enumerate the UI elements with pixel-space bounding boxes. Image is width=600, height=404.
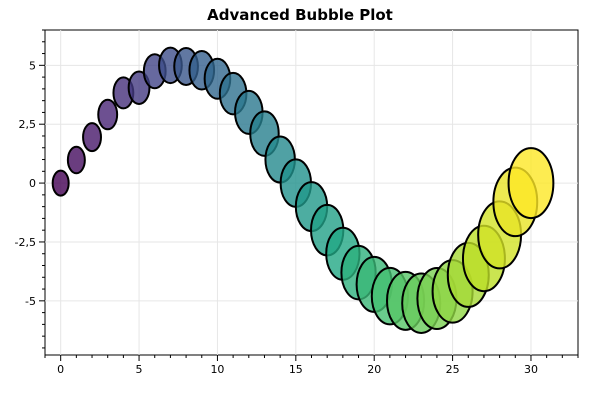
- y-axis: -5 -2,5 0 2,5 5: [15, 59, 45, 308]
- x-tick-label: 20: [367, 363, 381, 376]
- bubble-point: [66, 145, 86, 175]
- x-tick-label: 15: [289, 363, 303, 376]
- x-axis: 0 5 10 15 20 25 30: [57, 355, 538, 376]
- y-tick-label: -5: [25, 295, 36, 308]
- y-tick-label: 0: [29, 177, 36, 190]
- y-tick-label: 5: [29, 59, 36, 72]
- bubble-point: [97, 98, 119, 131]
- x-tick-label: 30: [524, 363, 538, 376]
- bubble-point: [507, 147, 555, 220]
- chart-title: Advanced Bubble Plot: [207, 6, 393, 24]
- bubble-point: [82, 122, 102, 153]
- y-tick-label: 2,5: [19, 118, 37, 131]
- y-tick-label: -2,5: [15, 236, 36, 249]
- bubbles: [51, 46, 555, 334]
- x-tick-label: 0: [57, 363, 64, 376]
- x-tick-label: 5: [136, 363, 143, 376]
- minor-ticks: [42, 29, 579, 358]
- bubble-point: [51, 169, 70, 197]
- x-tick-label: 10: [210, 363, 224, 376]
- x-tick-label: 25: [446, 363, 460, 376]
